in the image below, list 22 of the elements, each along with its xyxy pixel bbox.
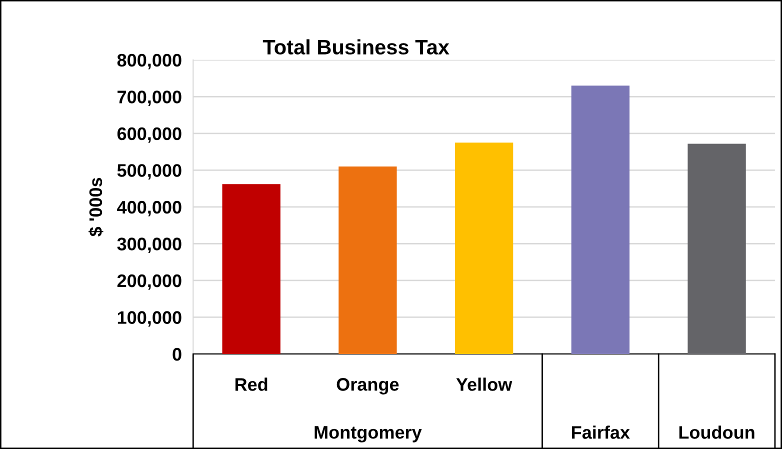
chart-title: Total Business Tax	[262, 39, 450, 55]
text: Fairfax	[572, 426, 630, 439]
y-tick-label: 300,000	[117, 238, 182, 254]
bar	[338, 166, 397, 354]
bar	[688, 144, 746, 354]
x-tick-label: Red	[235, 378, 268, 391]
y-tick-label: 100,000	[118, 311, 182, 327]
y-tick-label: 800,000	[117, 54, 182, 70]
x-tick-label: Orange	[336, 378, 399, 394]
y-axis-title: $ '000s	[88, 178, 104, 236]
bar	[571, 86, 630, 354]
y-tick-label: 500,000	[117, 164, 182, 180]
bar	[222, 184, 280, 354]
y-tick-label: 600,000	[117, 127, 182, 143]
x-tick-label: Yellow	[456, 378, 512, 391]
text: Loudoun	[679, 426, 754, 439]
y-tick-label: 400,000	[117, 200, 182, 216]
bar	[454, 142, 514, 354]
y-tick-label: 700,000	[118, 90, 182, 106]
y-tick-label: 0	[172, 348, 182, 361]
y-tick-label: 200,000	[117, 274, 182, 290]
text: Montgomery	[314, 426, 422, 442]
